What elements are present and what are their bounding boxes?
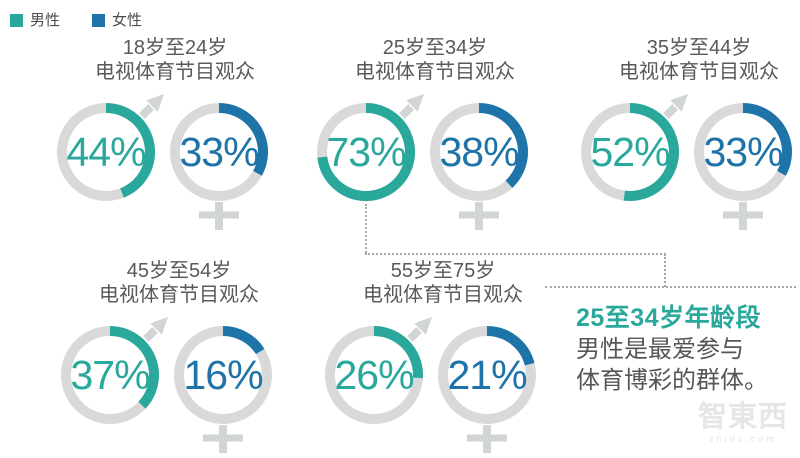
group-title-line2: 电视体育节目观众 [619,61,779,83]
male-donut: 26% [325,317,432,424]
male-swatch-icon [10,13,23,27]
age-group-25-34: 25岁至34岁 电视体育节目观众 73% 38% [312,36,538,232]
legend: 男性 女性 [10,9,142,30]
watermark-subtext: zhidx.com [709,434,777,444]
group-title: 25岁至34岁 电视体育节目观众 [322,36,548,84]
donut-pair: 73% 38% [312,80,538,232]
mars-arrow-icon [143,317,168,342]
male-donut: 44% [57,94,164,201]
female-percentage: 33% [703,129,782,175]
group-title: 55岁至75岁 电视体育节目观众 [330,259,556,307]
female-donut: 21% [438,326,536,453]
male-donut-arc [57,103,155,201]
male-donut: 37% [61,317,168,424]
watermark-text: 智東西 [697,401,788,433]
male-donut-arc [581,103,679,201]
male-percentage: 73% [326,129,405,175]
female-percentage: 38% [439,129,518,175]
male-donut: 52% [581,94,688,201]
male-percentage: 52% [590,129,669,175]
venus-cross-icon [203,425,243,453]
legend-item-female: 女性 [92,9,142,30]
venus-cross-icon [723,202,763,230]
venus-cross-icon [467,425,507,453]
group-title-line1: 18岁至24岁 [122,37,228,59]
legend-female-label: 女性 [112,12,143,29]
female-donut-arc [430,103,528,201]
male-percentage: 37% [70,352,149,398]
male-percentage: 44% [66,129,145,175]
annotation-highlight: 25至34岁年龄段 [576,304,762,332]
legend-male-label: 男性 [30,12,61,29]
female-percentage: 21% [447,352,526,398]
donut-pair: 37% 16% [56,303,282,455]
group-title-line2: 电视体育节目观众 [95,61,255,83]
male-donut: 73% [317,94,424,201]
legend-item-male: 男性 [10,9,60,30]
watermark-logo: 智東西 zhidx.com [686,400,800,444]
female-donut-arc [694,103,792,201]
mars-arrow-icon [139,94,164,119]
group-title-line1: 55岁至75岁 [390,260,496,282]
donut-pair: 44% 33% [52,80,278,232]
female-donut: 38% [430,103,528,230]
female-donut-arc [174,326,272,424]
female-donut-arc [438,326,536,424]
group-title-line2: 电视体育节目观众 [99,284,259,306]
age-group-55-75: 55岁至75岁 电视体育节目观众 26% 21% [320,259,546,455]
mars-arrow-icon [407,317,432,342]
venus-cross-icon [199,202,239,230]
female-swatch-icon [92,13,106,27]
donut-pair: 52% 33% [576,80,800,232]
male-donut-arc [317,103,415,201]
female-donut: 33% [170,103,268,230]
annotation-text-line2: 男性是最爱参与 [576,336,744,363]
group-title: 45岁至54岁 电视体育节目观众 [66,259,292,307]
mars-arrow-icon [399,94,424,119]
callout-connector-vertical-2 [664,254,666,287]
age-group-45-54: 45岁至54岁 电视体育节目观众 37% 16% [56,259,282,455]
group-title-line1: 45岁至54岁 [126,260,232,282]
female-donut: 16% [174,326,272,453]
age-group-18-24: 18岁至24岁 电视体育节目观众 44% 33% [52,36,278,232]
male-donut-arc [325,326,423,424]
callout-connector-horizontal-1 [365,253,666,255]
male-percentage: 26% [334,352,413,398]
female-percentage: 16% [183,352,262,398]
donut-pair: 26% 21% [320,303,546,455]
group-title-line1: 25岁至34岁 [382,37,488,59]
annotation-text-line3: 体育博彩的群体。 [576,367,768,394]
group-title: 18岁至24岁 电视体育节目观众 [62,36,288,84]
group-title-line2: 电视体育节目观众 [363,284,523,306]
group-title-line2: 电视体育节目观众 [355,61,515,83]
mars-arrow-icon [663,94,688,119]
group-title: 35岁至44岁 电视体育节目观众 [586,36,800,84]
venus-cross-icon [459,202,499,230]
callout-connector-horizontal-2 [545,286,796,288]
female-donut: 33% [694,103,792,230]
female-donut-arc [170,103,268,201]
annotation: 25至34岁年龄段 男性是最爱参与 体育博彩的群体。 [576,302,800,396]
female-percentage: 33% [179,129,258,175]
callout-connector-vertical-1 [365,204,367,253]
group-title-line1: 35岁至44岁 [646,37,752,59]
age-group-35-44: 35岁至44岁 电视体育节目观众 52% 33% [576,36,800,232]
male-donut-arc [61,326,159,424]
